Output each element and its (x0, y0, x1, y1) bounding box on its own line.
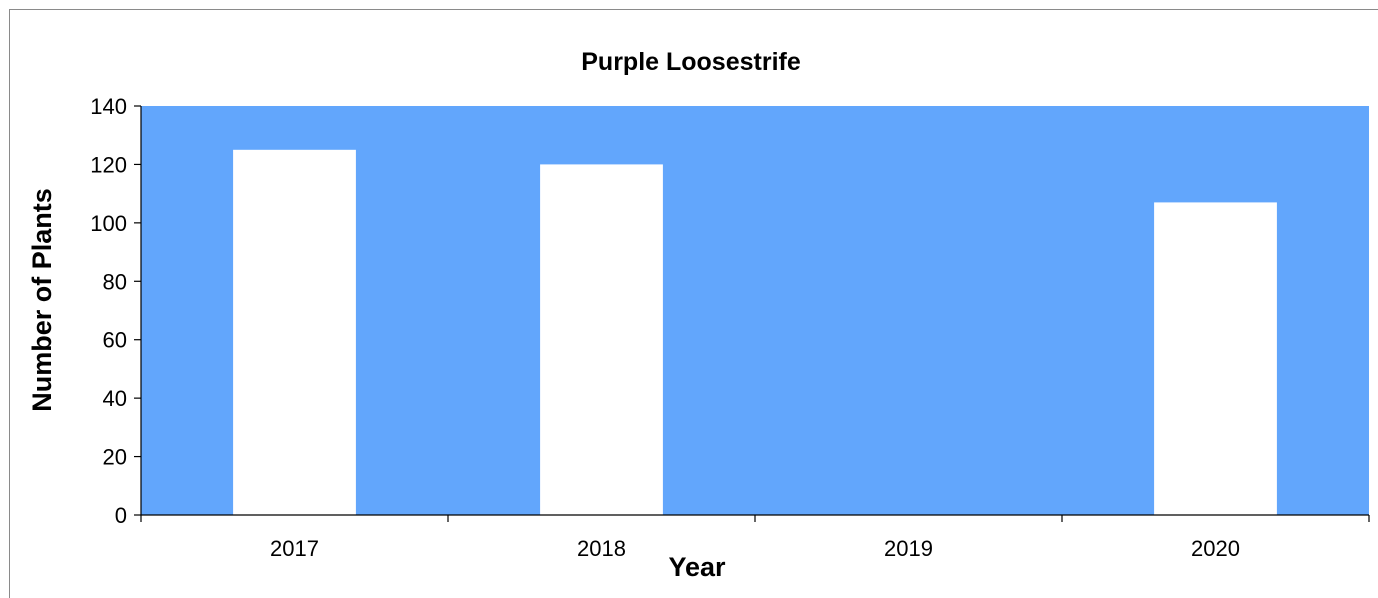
x-axis-ticks: 2017 2018 2019 2020 (140, 515, 1370, 561)
bar-2017 (233, 149, 356, 516)
y-tick-label: 40 (103, 386, 127, 411)
y-tick-label: 80 (103, 269, 127, 294)
x-tick-label: 2018 (577, 536, 626, 561)
x-tick-label: 2019 (884, 536, 933, 561)
x-tick-label: 2020 (1191, 536, 1240, 561)
y-tick-label: 140 (90, 94, 127, 119)
y-tick-label: 120 (90, 152, 127, 177)
x-tick-label: 2017 (270, 536, 319, 561)
y-axis-title: Number of Plants (27, 188, 57, 412)
x-axis-title: Year (668, 552, 726, 582)
y-tick-label: 20 (103, 445, 127, 470)
bar-2020 (1154, 202, 1277, 515)
y-axis-ticks: 0 20 40 60 80 100 120 140 (90, 94, 141, 528)
y-tick-label: 100 (90, 211, 127, 236)
chart-title: Purple Loosestrife (581, 48, 801, 76)
bars (233, 149, 1277, 516)
y-tick-label: 0 (115, 503, 127, 528)
bar-2018 (540, 164, 663, 515)
y-tick-label: 60 (103, 328, 127, 353)
